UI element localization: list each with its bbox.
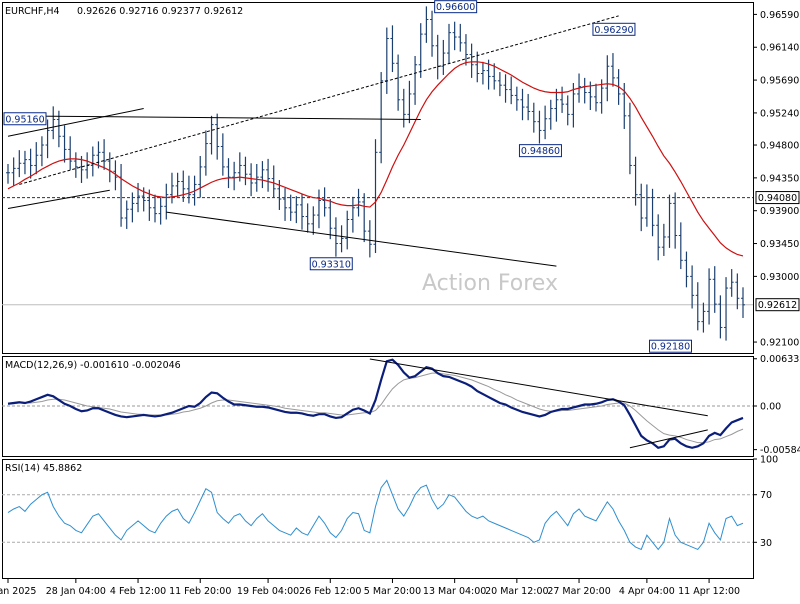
price-annotation-box <box>434 0 478 14</box>
time-tick-label: 5 Mar 20:00 <box>364 586 421 597</box>
rsi-tick-label: 100 <box>760 455 778 466</box>
time-tick-label: 11 Feb 20:00 <box>169 586 231 597</box>
price-tick-label: 0.96590 <box>760 10 799 21</box>
price-annotation-box <box>592 22 636 36</box>
price-tick-label: 0.93450 <box>760 239 799 250</box>
price-annotation-box <box>649 339 692 353</box>
price-annotation-label: 0.96290 <box>594 25 633 36</box>
trendline <box>7 108 144 137</box>
support-level-flag-box <box>755 191 800 205</box>
time-tick-label: 4 Feb 12:00 <box>110 586 166 597</box>
time-tick-label: 19 Feb 04:00 <box>237 586 299 597</box>
price-tick-label: 0.95690 <box>760 76 799 87</box>
moving-average-line <box>7 61 744 257</box>
price-annotation-label: 0.95160 <box>5 114 44 125</box>
rsi-line <box>7 479 744 551</box>
time-tick-label: 20 Mar 12:00 <box>485 586 548 597</box>
chart-symbol: EURCHF,H4 <box>5 6 60 17</box>
price-annotation-box <box>309 257 353 271</box>
rsi-tick-label: 70 <box>760 490 772 501</box>
price-tick-label: 0.95240 <box>760 108 799 119</box>
rsi-tick-label: 30 <box>760 538 772 549</box>
time-tick-label: 20 Jan 2025 <box>0 586 36 597</box>
macd-trendline <box>369 358 708 417</box>
time-tick-label: 28 Jan 04:00 <box>46 586 106 597</box>
current-price-flag-box <box>755 298 800 312</box>
time-tick-label: 4 Apr 04:00 <box>619 586 675 597</box>
dashed-trendline <box>19 15 619 185</box>
macd-trendline <box>629 429 708 449</box>
price-annotation-box <box>3 112 47 126</box>
time-tick-label: 11 Apr 12:00 <box>678 586 740 597</box>
macd-label: MACD(12,26,9) -0.001610 -0.002046 <box>5 360 181 371</box>
current-price-flag: 0.92612 <box>758 300 797 311</box>
price-tick-label: 0.94800 <box>760 141 799 152</box>
price-tick-label: 0.93900 <box>760 206 799 217</box>
time-tick-label: 13 Mar 04:00 <box>423 586 486 597</box>
price-tick-label: 0.92100 <box>760 338 799 349</box>
watermark-text: Action Forex <box>422 271 558 296</box>
rsi-label: RSI(14) 45.8862 <box>5 463 82 474</box>
price-annotation-label: 0.92180 <box>651 342 690 353</box>
macd-line <box>7 358 744 449</box>
price-annotation-label: 0.93310 <box>312 259 351 270</box>
rsi-panel-frame <box>2 459 754 579</box>
price-tick-label: 0.93000 <box>760 272 799 283</box>
macd-tick-label: 0.00 <box>760 402 781 413</box>
time-tick-label: 27 Mar 20:00 <box>547 586 610 597</box>
price-tick-label: 0.96140 <box>760 43 799 54</box>
price-tick-label: 0.94350 <box>760 173 799 184</box>
price-annotation-label: 0.94860 <box>521 146 560 157</box>
time-tick-label: 26 Feb 12:00 <box>299 586 361 597</box>
support-level-flag: 0.94080 <box>758 193 797 204</box>
chart-ohlc: 0.92626 0.92716 0.92377 0.92612 <box>77 6 243 17</box>
macd-tick-label: 0.006332 <box>760 354 800 365</box>
price-annotation-box <box>518 144 562 158</box>
trendline <box>7 189 110 210</box>
trendline <box>7 115 421 120</box>
macd-tick-label: -0.005845 <box>760 445 800 456</box>
price-annotation-label: 0.96600 <box>436 2 475 13</box>
trendline <box>166 211 557 267</box>
